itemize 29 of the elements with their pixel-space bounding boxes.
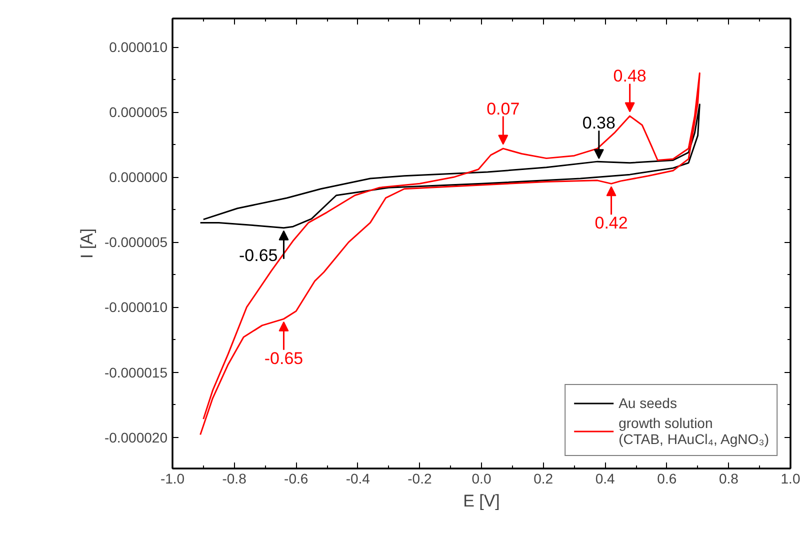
y-tick-label: -0.000015	[104, 364, 168, 380]
x-tick-label: 0.0	[472, 470, 492, 486]
y-tick-label: -0.000010	[104, 299, 168, 316]
annotation: 0.38	[582, 114, 616, 133]
x-tick-label: 0.4	[595, 470, 616, 486]
annotation: -0.65	[264, 348, 304, 368]
x-tick-label: -0.8	[222, 470, 247, 486]
x-tick-label: -0.2	[408, 470, 432, 486]
y-tick-label: 0.000010	[109, 39, 168, 56]
y-tick-label: -0.000020	[104, 429, 168, 446]
x-tick-label: -0.6	[284, 470, 308, 486]
x-tick-label: -1.0	[160, 470, 185, 486]
y-axis-title: I [A]	[77, 228, 96, 259]
y-tick-label: 0.000005	[109, 104, 168, 120]
y-tick-label: 0.000000	[109, 169, 168, 186]
y-tick-label: -0.000005	[104, 234, 168, 250]
line-series	[200, 104, 700, 229]
x-tick-label: 0.8	[718, 470, 739, 486]
legend-label: Au seeds	[618, 394, 677, 412]
annotation: -0.65	[238, 246, 278, 265]
legend-label: growth solution (CTAB, HAuCl₄, AgNO₃)	[618, 415, 769, 447]
x-tick-label: 0.2	[534, 470, 554, 486]
x-axis-title: E [V]	[463, 492, 500, 510]
annotation: 0.42	[594, 214, 628, 233]
annotation: 0.07	[486, 99, 520, 118]
x-tick-label: 0.6	[657, 470, 677, 486]
x-tick-label: 1.0	[780, 470, 800, 486]
x-tick-label: -0.4	[346, 470, 370, 486]
annotation: 0.48	[613, 66, 646, 86]
